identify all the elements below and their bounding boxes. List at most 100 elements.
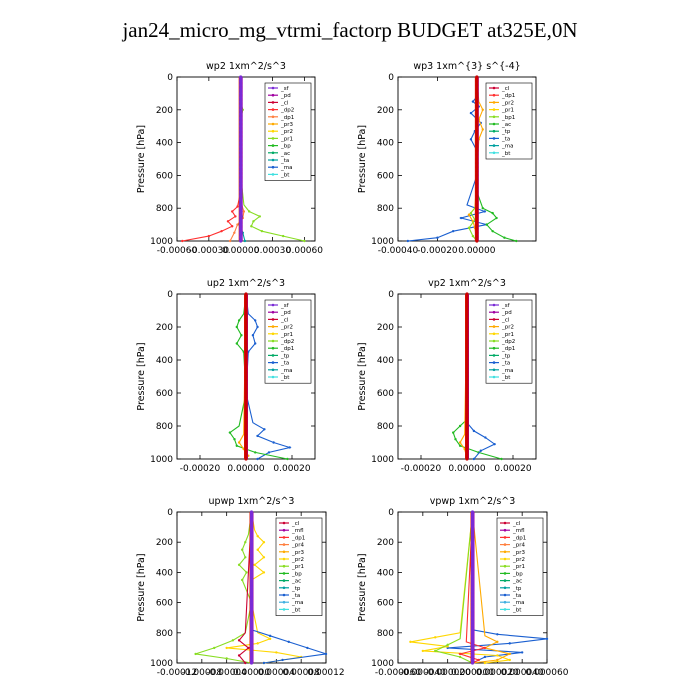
data-point xyxy=(281,658,284,662)
legend-entry: _pd xyxy=(280,93,291,99)
data-point xyxy=(249,529,254,533)
data-point xyxy=(249,514,254,518)
data-point xyxy=(470,578,475,582)
legend-entry: _bt xyxy=(291,607,301,613)
legend-entry: _tp xyxy=(501,353,511,359)
data-point xyxy=(244,403,248,407)
legend-marker xyxy=(492,303,496,307)
legend-marker xyxy=(282,579,286,582)
data-point xyxy=(244,300,248,304)
data-point xyxy=(239,218,243,223)
data-point xyxy=(249,657,254,661)
data-point xyxy=(470,585,475,590)
legend-entry: _pr3 xyxy=(280,122,294,128)
data-point xyxy=(475,83,479,87)
data-point xyxy=(515,239,518,243)
data-point xyxy=(454,438,457,441)
x-tick-label: 0.000000 xyxy=(451,668,494,678)
data-point xyxy=(244,457,248,461)
y-tick-label: 1000 xyxy=(150,455,173,465)
y-tick-label: 1000 xyxy=(371,659,394,669)
figure-title: jan24_micro_mg_vtrmi_factorp BUDGET at32… xyxy=(122,18,578,42)
legend-entry: _tp xyxy=(291,586,301,592)
legend-entry: _pr2 xyxy=(280,129,293,135)
series-line-cl xyxy=(238,511,253,664)
legend-marker xyxy=(503,550,507,554)
data-point xyxy=(481,128,484,131)
legend-marker xyxy=(271,318,275,321)
data-point xyxy=(475,186,479,190)
data-point xyxy=(272,441,275,444)
data-point xyxy=(479,449,482,452)
legend-marker xyxy=(271,346,275,350)
legend-marker xyxy=(282,557,286,561)
data-point xyxy=(503,236,506,239)
data-point xyxy=(239,173,243,177)
legend-entry: _pd xyxy=(501,310,512,316)
data-point xyxy=(469,111,473,115)
legend-entry: _tp xyxy=(512,586,522,592)
data-point xyxy=(475,87,479,91)
legend-entry: _bp xyxy=(291,571,302,577)
data-point xyxy=(244,420,248,424)
data-point xyxy=(481,108,484,112)
data-point xyxy=(475,132,479,136)
data-point xyxy=(483,646,487,650)
data-point xyxy=(236,223,239,226)
legend-marker xyxy=(271,93,275,97)
data-point xyxy=(244,341,248,346)
data-point xyxy=(239,198,243,202)
data-point xyxy=(239,128,243,132)
data-point xyxy=(465,317,469,321)
legend-entry: _pr4 xyxy=(512,543,526,549)
y-tick-label: 400 xyxy=(377,356,394,366)
data-point xyxy=(239,91,243,95)
data-point xyxy=(465,399,469,403)
data-point xyxy=(262,571,266,574)
data-point xyxy=(237,654,241,657)
data-point xyxy=(239,112,243,116)
data-point xyxy=(244,333,248,337)
legend-entry: _ma xyxy=(280,368,292,374)
legend-marker xyxy=(503,579,507,582)
data-point xyxy=(249,510,254,514)
legend-marker xyxy=(492,137,496,140)
data-point xyxy=(458,444,462,447)
data-point xyxy=(470,574,475,578)
legend-marker xyxy=(503,608,507,611)
data-point xyxy=(249,563,254,567)
data-point xyxy=(465,333,469,337)
legend-marker xyxy=(492,354,496,357)
data-point xyxy=(496,658,499,662)
data-point xyxy=(470,548,475,552)
data-point xyxy=(239,79,243,83)
data-point xyxy=(249,544,254,548)
data-point xyxy=(470,533,475,537)
data-point xyxy=(470,563,475,567)
data-point xyxy=(235,342,238,345)
data-point xyxy=(220,229,223,233)
data-point xyxy=(244,416,248,420)
data-point xyxy=(249,604,254,608)
legend-marker xyxy=(503,572,507,575)
data-point xyxy=(475,227,479,231)
data-point xyxy=(475,136,479,141)
data-point xyxy=(244,374,248,379)
data-point xyxy=(281,234,285,238)
legend-marker xyxy=(271,332,275,336)
data-point xyxy=(467,213,471,216)
data-point xyxy=(239,231,243,235)
data-point xyxy=(256,325,259,329)
legend-marker xyxy=(492,108,496,111)
data-point xyxy=(475,95,479,100)
data-point xyxy=(244,337,248,341)
legend-entry: _ma xyxy=(291,600,303,606)
data-point xyxy=(237,319,241,322)
legend-entry: _mfl xyxy=(512,528,525,534)
data-point xyxy=(244,445,248,449)
panel-2: wp3 1xm^{3} s^{-4}02004006008001000-0.00… xyxy=(357,61,537,256)
data-point xyxy=(288,446,291,449)
data-point xyxy=(244,428,248,432)
data-point xyxy=(477,658,480,662)
legend-entry: _cl xyxy=(512,521,521,527)
